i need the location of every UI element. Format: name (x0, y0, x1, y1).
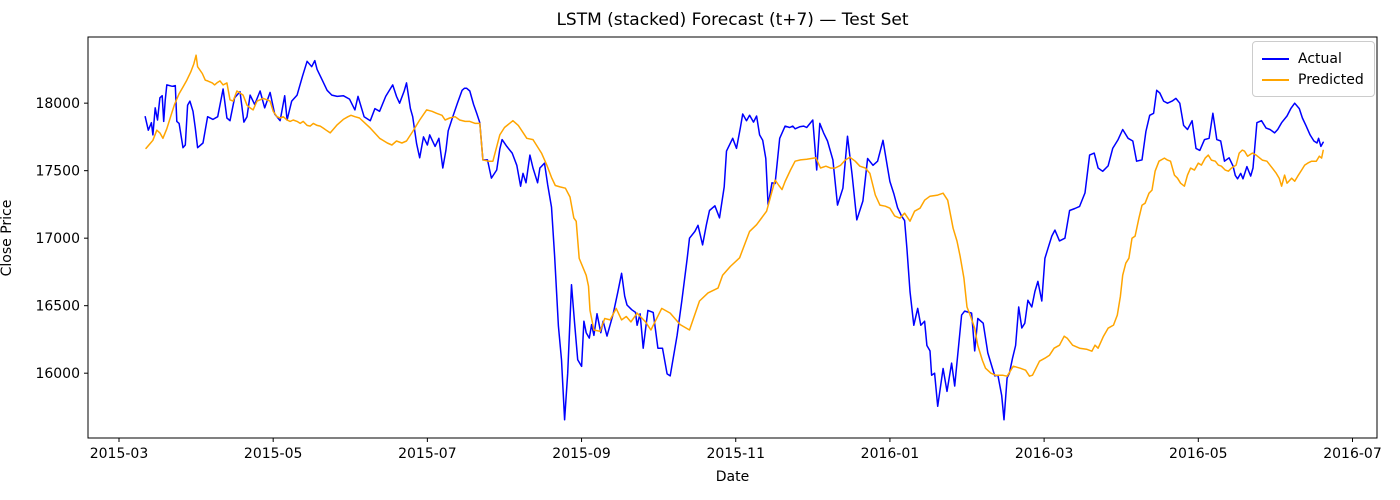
series-line-actual (144, 59, 1324, 421)
x-tick-label: 2015-07 (398, 446, 457, 462)
x-tick-label: 2016-07 (1323, 446, 1382, 462)
x-tick-label: 2015-05 (244, 446, 303, 462)
y-tick-label: 17000 (35, 231, 80, 247)
x-tick-label: 2015-11 (706, 446, 765, 462)
legend-label-predicted: Predicted (1298, 71, 1364, 88)
axes-spines (87, 36, 1378, 439)
legend-label-actual: Actual (1298, 50, 1342, 67)
predicted-line-swatch (1262, 78, 1289, 81)
x-tick-label: 2015-09 (552, 446, 611, 462)
x-tick-label: 2015-03 (90, 446, 149, 462)
actual-line-swatch (1262, 57, 1289, 60)
x-tick-label: 2016-01 (861, 446, 920, 462)
legend-item-predicted: Predicted (1262, 69, 1364, 90)
y-tick-label: 16000 (35, 366, 80, 382)
legend: Actual Predicted (1252, 41, 1375, 97)
x-tick-label: 2016-03 (1015, 446, 1074, 462)
chart-title: LSTM (stacked) Forecast (t+7) — Test Set (556, 10, 909, 30)
x-tick-label: 2016-05 (1169, 446, 1228, 462)
y-tick-label: 17500 (35, 164, 80, 180)
y-tick-label: 16500 (35, 299, 80, 315)
x-axis-label: Date (715, 469, 750, 485)
series-line-predicted (145, 54, 1324, 377)
legend-item-actual: Actual (1262, 48, 1364, 69)
y-tick-label: 18000 (35, 96, 80, 112)
y-axis-label: Close Price (0, 199, 15, 277)
